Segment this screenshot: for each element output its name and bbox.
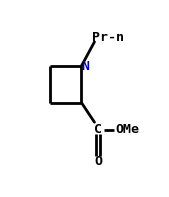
Text: C: C	[94, 123, 102, 136]
Text: OMe: OMe	[115, 123, 139, 136]
Text: N: N	[81, 60, 89, 73]
Text: Pr-n: Pr-n	[92, 31, 124, 44]
Text: O: O	[94, 155, 102, 168]
